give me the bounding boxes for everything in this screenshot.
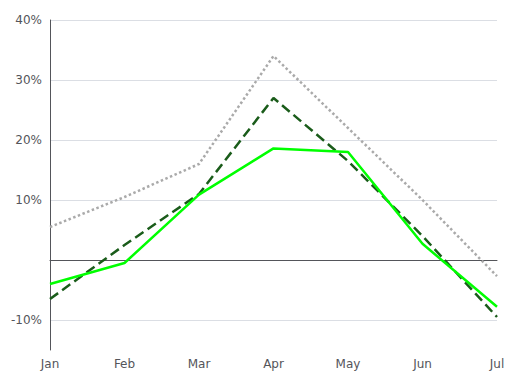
svg-text:40%: 40%: [15, 13, 42, 27]
svg-text:Jan: Jan: [40, 357, 60, 371]
svg-text:Apr: Apr: [263, 357, 284, 371]
svg-text:-10%: -10%: [11, 313, 42, 327]
svg-text:Feb: Feb: [114, 357, 135, 371]
svg-text:Mar: Mar: [188, 357, 211, 371]
svg-text:Jun: Jun: [412, 357, 432, 371]
svg-text:Jul: Jul: [489, 357, 504, 371]
svg-text:May: May: [336, 357, 361, 371]
svg-text:20%: 20%: [15, 133, 42, 147]
svg-text:30%: 30%: [15, 73, 42, 87]
svg-text:10%: 10%: [15, 193, 42, 207]
